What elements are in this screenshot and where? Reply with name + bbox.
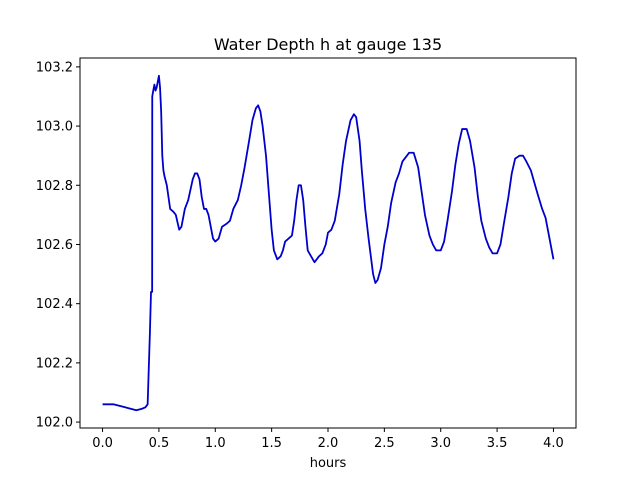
y-axis-ticks: 102.0 102.2 102.4 102.6 102.8 103.0 103.2: [36, 60, 80, 431]
y-tick-label: 102.8: [36, 179, 73, 194]
x-tick-label: 1.5: [261, 436, 282, 451]
x-axis-label: hours: [310, 456, 347, 471]
y-tick-label: 103.0: [36, 120, 73, 135]
x-tick-label: 2.0: [318, 436, 339, 451]
x-tick-label: 1.0: [205, 436, 226, 451]
x-tick-label: 4.0: [543, 436, 564, 451]
y-tick-label: 102.6: [36, 238, 73, 253]
x-tick-label: 0.0: [92, 436, 113, 451]
x-tick-label: 0.5: [149, 436, 170, 451]
y-tick-label: 102.4: [36, 297, 73, 312]
x-tick-label: 3.0: [430, 436, 451, 451]
chart-title: Water Depth h at gauge 135: [214, 35, 442, 54]
y-tick-label: 103.2: [36, 60, 73, 75]
x-tick-label: 2.5: [374, 436, 395, 451]
y-tick-label: 102.2: [36, 356, 73, 371]
series-line: [102, 74, 555, 412]
x-tick-label: 3.5: [487, 436, 508, 451]
x-axis-ticks: 0.0 0.5 1.0 1.5 2.0 2.5 3.0 3.5 4.0: [92, 428, 564, 451]
y-tick-label: 102.0: [36, 416, 73, 431]
